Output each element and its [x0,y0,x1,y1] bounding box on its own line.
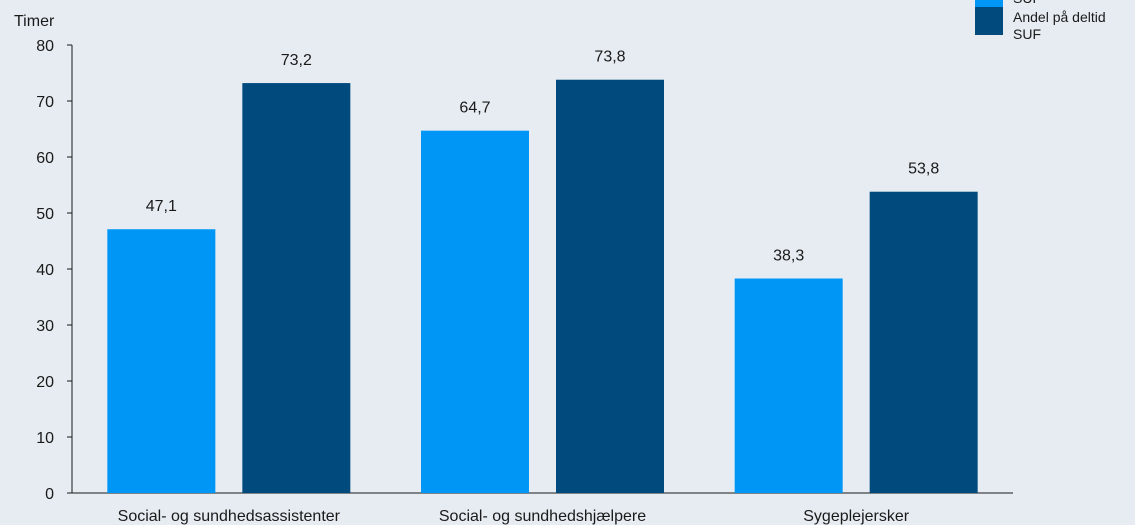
x-tick-label: Sygeplejersker [803,508,910,525]
data-label: 53,8 [908,161,939,178]
legend-swatch [975,7,1003,35]
bar [421,130,529,493]
category-labels: Social- og sundhedsassistenter Social- og… [118,508,910,525]
x-tick-label: Social- og sundhedshjælpere [439,508,646,525]
y-tick-label: 10 [36,430,54,447]
legend-label: Andel på deltid [1013,9,1106,25]
y-tick-label: 50 [36,206,54,223]
bar [869,191,978,493]
data-labels: 47,1 73,2 64,7 73,8 38,3 53,8 [146,49,940,265]
y-axis-title: Timer [14,13,55,30]
bar [107,229,216,494]
bar [556,79,664,493]
y-tick-label: 20 [36,374,54,391]
y-axis: 0 10 20 30 40 50 60 70 80 [36,38,73,503]
bars [107,79,978,494]
data-label: 38,3 [773,248,804,265]
data-label: 73,8 [594,49,625,66]
data-label: 64,7 [459,100,490,117]
y-tick-label: 80 [36,38,54,55]
y-tick-label: 30 [36,318,54,335]
y-tick-label: 70 [36,94,54,111]
data-label: 47,1 [146,198,177,215]
legend-label: SUF [1013,26,1041,42]
x-tick-label: Social- og sundhedsassistenter [118,508,341,525]
legend-label: SUF [1013,0,1041,6]
data-label: 73,2 [281,52,312,69]
y-tick-label: 40 [36,262,54,279]
y-tick-label: 0 [45,486,54,503]
legend-swatch [975,0,1003,10]
y-tick-label: 60 [36,150,54,167]
bar [242,83,351,493]
bar [734,278,843,493]
